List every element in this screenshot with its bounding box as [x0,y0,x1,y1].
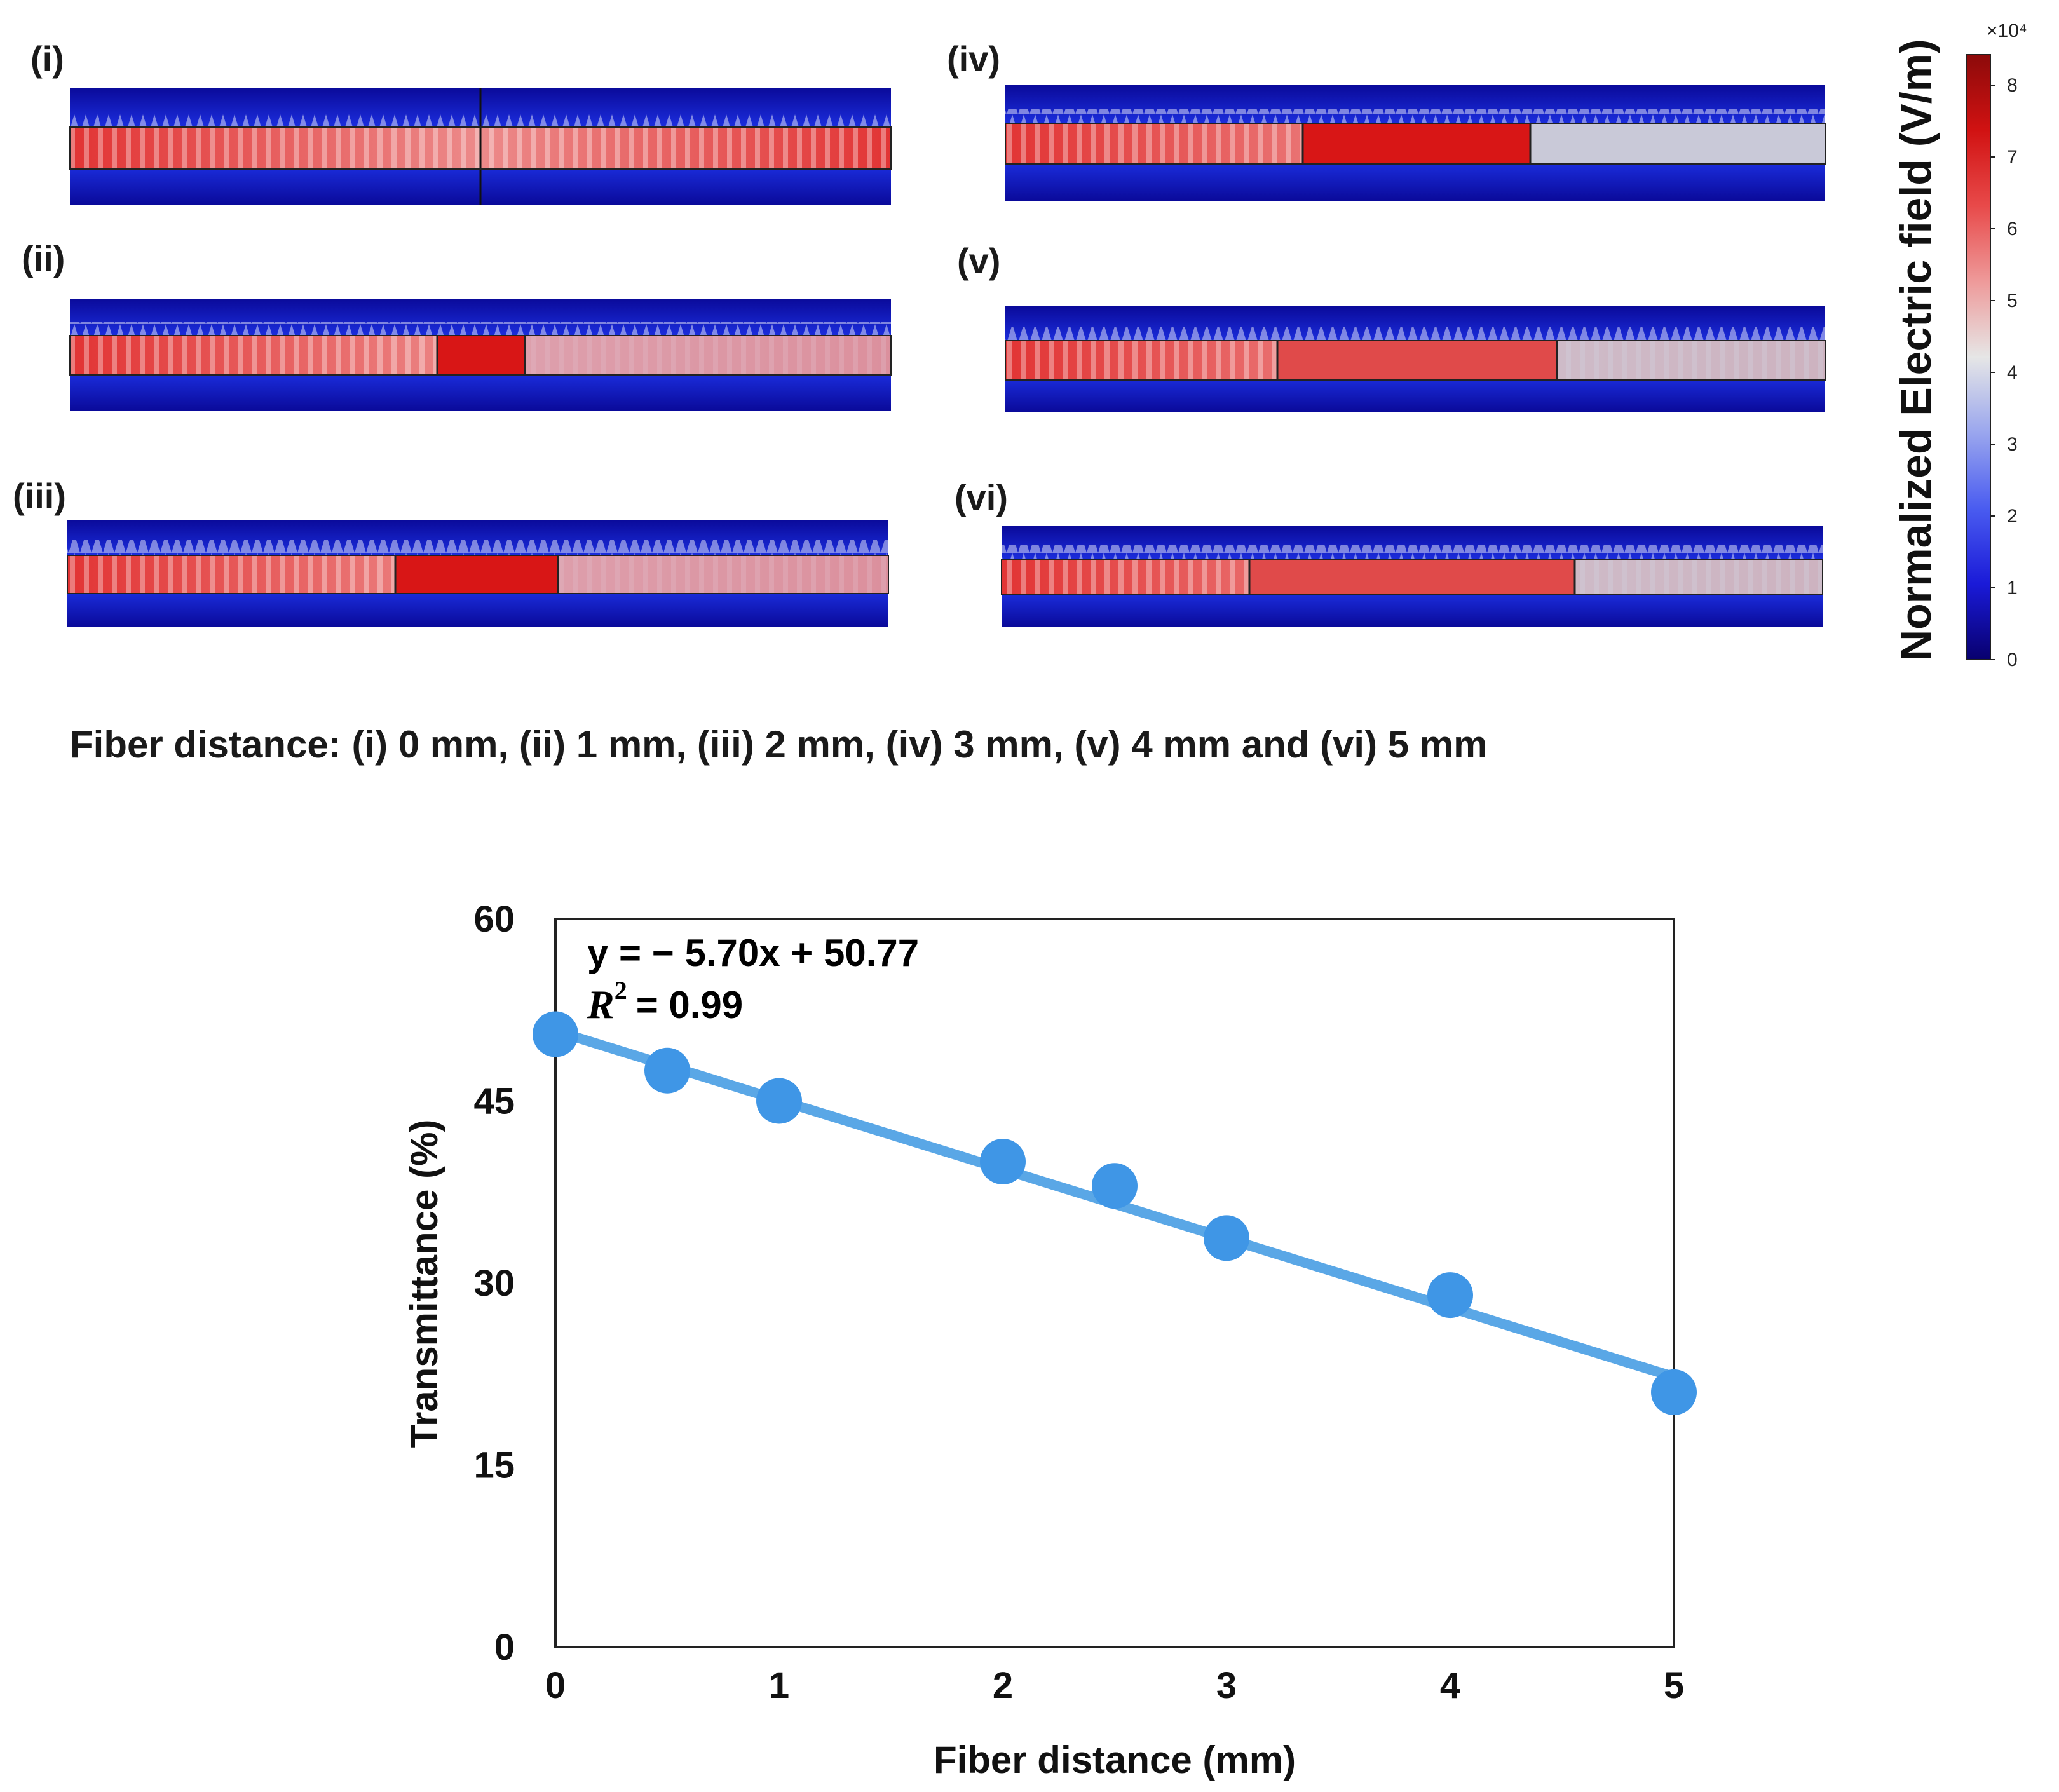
colorbar-ticks: 0 1 2 3 4 5 6 7 8 [1990,75,2018,670]
colorbar-tick-label: 1 [2007,578,2018,599]
colorbar-tick-label: 0 [2007,649,2018,670]
data-points [533,1011,1697,1415]
data-point [1204,1215,1249,1261]
plot-area [554,918,1675,1648]
panel-label: (ii) [22,238,65,278]
x-tick-label: 3 [1216,1665,1237,1706]
y-tick-label: 0 [494,1627,515,1668]
panel-vi: (vi) [955,477,1823,627]
data-point [644,1047,690,1094]
panel-v: (v) [957,241,1826,412]
x-tick-label: 5 [1664,1665,1684,1706]
field-map [1001,526,1823,627]
panel-label: (i) [31,39,64,79]
panel-label: (iii) [13,476,66,516]
x-tick-label: 2 [993,1665,1013,1706]
field-map [69,299,892,411]
colorbar-tick-label: 3 [2007,434,2018,455]
data-point [756,1078,802,1124]
colorbar-tick-label: 8 [2007,75,2018,96]
data-point [1092,1163,1138,1209]
data-point [980,1139,1026,1184]
colorbar-tick-label: 6 [2007,219,2018,240]
fit-equation: y = − 5.70x + 50.77 [587,932,919,974]
colorbar-title: Normalized Electric field (V/m) [1892,39,1940,661]
field-map [69,88,892,205]
y-axis-title: Transmittance (%) [403,1120,445,1448]
x-tick-label: 1 [769,1665,789,1706]
colorbar-tick-label: 5 [2007,290,2018,311]
field-map [1005,85,1826,201]
colorbar-multiplier: ×10⁴ [1987,20,2027,41]
y-tick-label: 60 [473,899,515,940]
panel-label: (vi) [955,477,1008,517]
x-axis-title: Fiber distance (mm) [934,1739,1296,1781]
panel-label: (v) [957,241,1000,281]
panel-ii: (ii) [22,238,892,411]
y-tick-label: 30 [473,1263,515,1304]
data-point [533,1011,578,1057]
field-map [67,520,889,627]
x-axis-ticks: 0 1 2 3 4 5 [545,1665,1684,1706]
colorbar-tick-label: 2 [2007,506,2018,527]
panel-label: (iv) [947,39,1000,79]
field-map [1005,306,1826,412]
x-tick-label: 0 [545,1665,566,1706]
colorbar: Normalized Electric field (V/m) ×10⁴ 0 1 2… [1892,20,2027,670]
y-tick-label: 45 [473,1081,515,1122]
x-tick-label: 4 [1440,1665,1460,1706]
colorbar-tick-label: 7 [2007,147,2018,168]
y-tick-label: 15 [473,1445,515,1486]
panel-iii: (iii) [13,476,889,627]
r-squared-value: = 0.99 [636,984,744,1026]
data-point [1651,1369,1697,1415]
panel-iv: (iv) [947,39,1826,201]
r-symbol: R [587,982,615,1027]
r-superscript: 2 [615,976,627,1005]
r-squared: R2 = 0.99 [587,976,743,1027]
data-point [1427,1272,1473,1319]
y-axis-ticks: 0 15 30 45 60 [473,899,515,1668]
colorbar-bar [1966,54,1991,660]
panel-i: (i) [31,39,892,205]
figure-caption: Fiber distance: (i) 0 mm, (ii) 1 mm, (ii… [70,723,1488,766]
colorbar-tick-label: 4 [2007,362,2018,383]
